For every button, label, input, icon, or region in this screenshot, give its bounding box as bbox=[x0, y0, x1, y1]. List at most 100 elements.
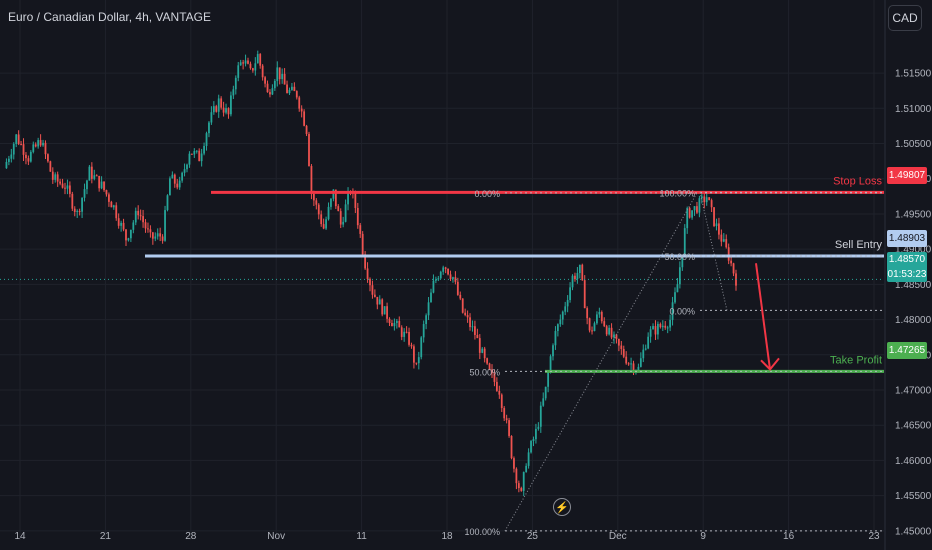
candle-body bbox=[547, 372, 550, 387]
candle-body bbox=[159, 233, 162, 237]
candle-body bbox=[627, 363, 630, 365]
candle-body bbox=[37, 140, 40, 147]
candle-body bbox=[513, 458, 515, 469]
candle-body bbox=[437, 278, 440, 280]
candle-body bbox=[7, 158, 10, 162]
candle-body bbox=[532, 439, 535, 442]
candle-body bbox=[195, 150, 198, 152]
candle-body bbox=[632, 363, 635, 372]
candle-body bbox=[56, 174, 59, 182]
candle-body bbox=[71, 193, 74, 209]
candle-body bbox=[686, 208, 689, 229]
candle-body bbox=[559, 319, 562, 325]
y-tick-label: 1.51500 bbox=[895, 69, 932, 80]
y-tick-label: 1.45000 bbox=[895, 526, 932, 537]
candle-body bbox=[425, 315, 428, 325]
candle-body bbox=[98, 175, 101, 189]
lightning-icon[interactable]: ⚡ bbox=[553, 498, 571, 516]
candle-body bbox=[217, 98, 220, 112]
candle-body bbox=[493, 372, 496, 382]
candle-body bbox=[576, 273, 579, 280]
candle-body bbox=[527, 452, 530, 466]
candle-body bbox=[68, 185, 71, 194]
y-tick-label: 1.47000 bbox=[895, 386, 932, 397]
candle-body bbox=[642, 349, 645, 359]
candle-body bbox=[254, 63, 257, 71]
candle-body bbox=[256, 54, 259, 64]
candle-body bbox=[61, 183, 64, 188]
candle-body bbox=[310, 166, 313, 194]
candle-body bbox=[76, 210, 79, 212]
candle-body bbox=[720, 234, 723, 242]
candle-body bbox=[322, 224, 325, 229]
candle-body bbox=[34, 144, 37, 147]
candle-body bbox=[225, 108, 227, 113]
candle-body bbox=[613, 334, 615, 338]
candle-body bbox=[693, 206, 696, 211]
candle-body bbox=[593, 323, 596, 332]
candle-body bbox=[93, 175, 96, 179]
candle-body bbox=[339, 211, 342, 225]
candle-body bbox=[215, 106, 218, 112]
candle-body bbox=[669, 319, 672, 328]
candle-body bbox=[42, 142, 44, 146]
candle-body bbox=[600, 311, 603, 322]
candle-body bbox=[376, 296, 379, 305]
candle-body bbox=[73, 208, 76, 212]
candle-body bbox=[181, 172, 184, 181]
candle-body bbox=[132, 222, 135, 230]
candle-body bbox=[232, 89, 235, 96]
candle-body bbox=[190, 153, 193, 155]
candle-body bbox=[300, 108, 303, 112]
candle-body bbox=[408, 331, 410, 345]
candle-body bbox=[178, 180, 181, 188]
candle-body bbox=[578, 264, 581, 274]
candle-body bbox=[725, 239, 728, 248]
candle-body bbox=[666, 327, 669, 329]
candle-body bbox=[525, 465, 528, 473]
candle-body bbox=[498, 390, 501, 395]
candle-body bbox=[222, 107, 225, 113]
candle-body bbox=[234, 77, 237, 90]
candle-body bbox=[713, 207, 715, 226]
x-tick-label: 18 bbox=[441, 531, 453, 542]
candle-body bbox=[474, 326, 476, 335]
candle-body bbox=[586, 308, 589, 319]
candle-body bbox=[86, 180, 88, 190]
candle-body bbox=[369, 278, 371, 286]
candle-body bbox=[320, 214, 323, 225]
candle-body bbox=[78, 210, 81, 212]
candle-body bbox=[354, 192, 357, 208]
y-tick-label: 1.46500 bbox=[895, 421, 932, 432]
candle-body bbox=[373, 294, 376, 297]
candle-body bbox=[561, 311, 564, 320]
drawings: Stop Loss Sell Entry Take Profit 0.00% 50.00… bbox=[0, 175, 884, 537]
candle-body bbox=[715, 223, 718, 226]
candle-body bbox=[278, 67, 281, 80]
candle-body bbox=[395, 320, 398, 323]
candle-body bbox=[51, 171, 54, 180]
candle-body bbox=[125, 229, 127, 241]
candle-body bbox=[644, 348, 647, 350]
candle-body bbox=[169, 178, 171, 196]
candle-body bbox=[681, 254, 684, 268]
candle-body bbox=[151, 232, 154, 239]
currency-button[interactable]: CAD bbox=[888, 5, 922, 31]
candle-body bbox=[483, 348, 486, 359]
candle-body bbox=[110, 201, 113, 208]
candle-body bbox=[288, 89, 291, 94]
candle-body bbox=[127, 238, 130, 241]
candle-body bbox=[459, 294, 462, 299]
candle-body bbox=[15, 134, 18, 144]
candle-body bbox=[700, 196, 703, 199]
stop-loss-price-tag: 1.49807 bbox=[887, 167, 927, 184]
candle-body bbox=[439, 271, 442, 279]
candle-body bbox=[5, 161, 8, 169]
candle-body bbox=[64, 187, 66, 189]
candle-body bbox=[105, 190, 108, 195]
candle-body bbox=[398, 320, 401, 328]
candle-body bbox=[386, 306, 388, 319]
y-tick-label: 1.50500 bbox=[895, 139, 932, 150]
candle-body bbox=[718, 223, 720, 235]
